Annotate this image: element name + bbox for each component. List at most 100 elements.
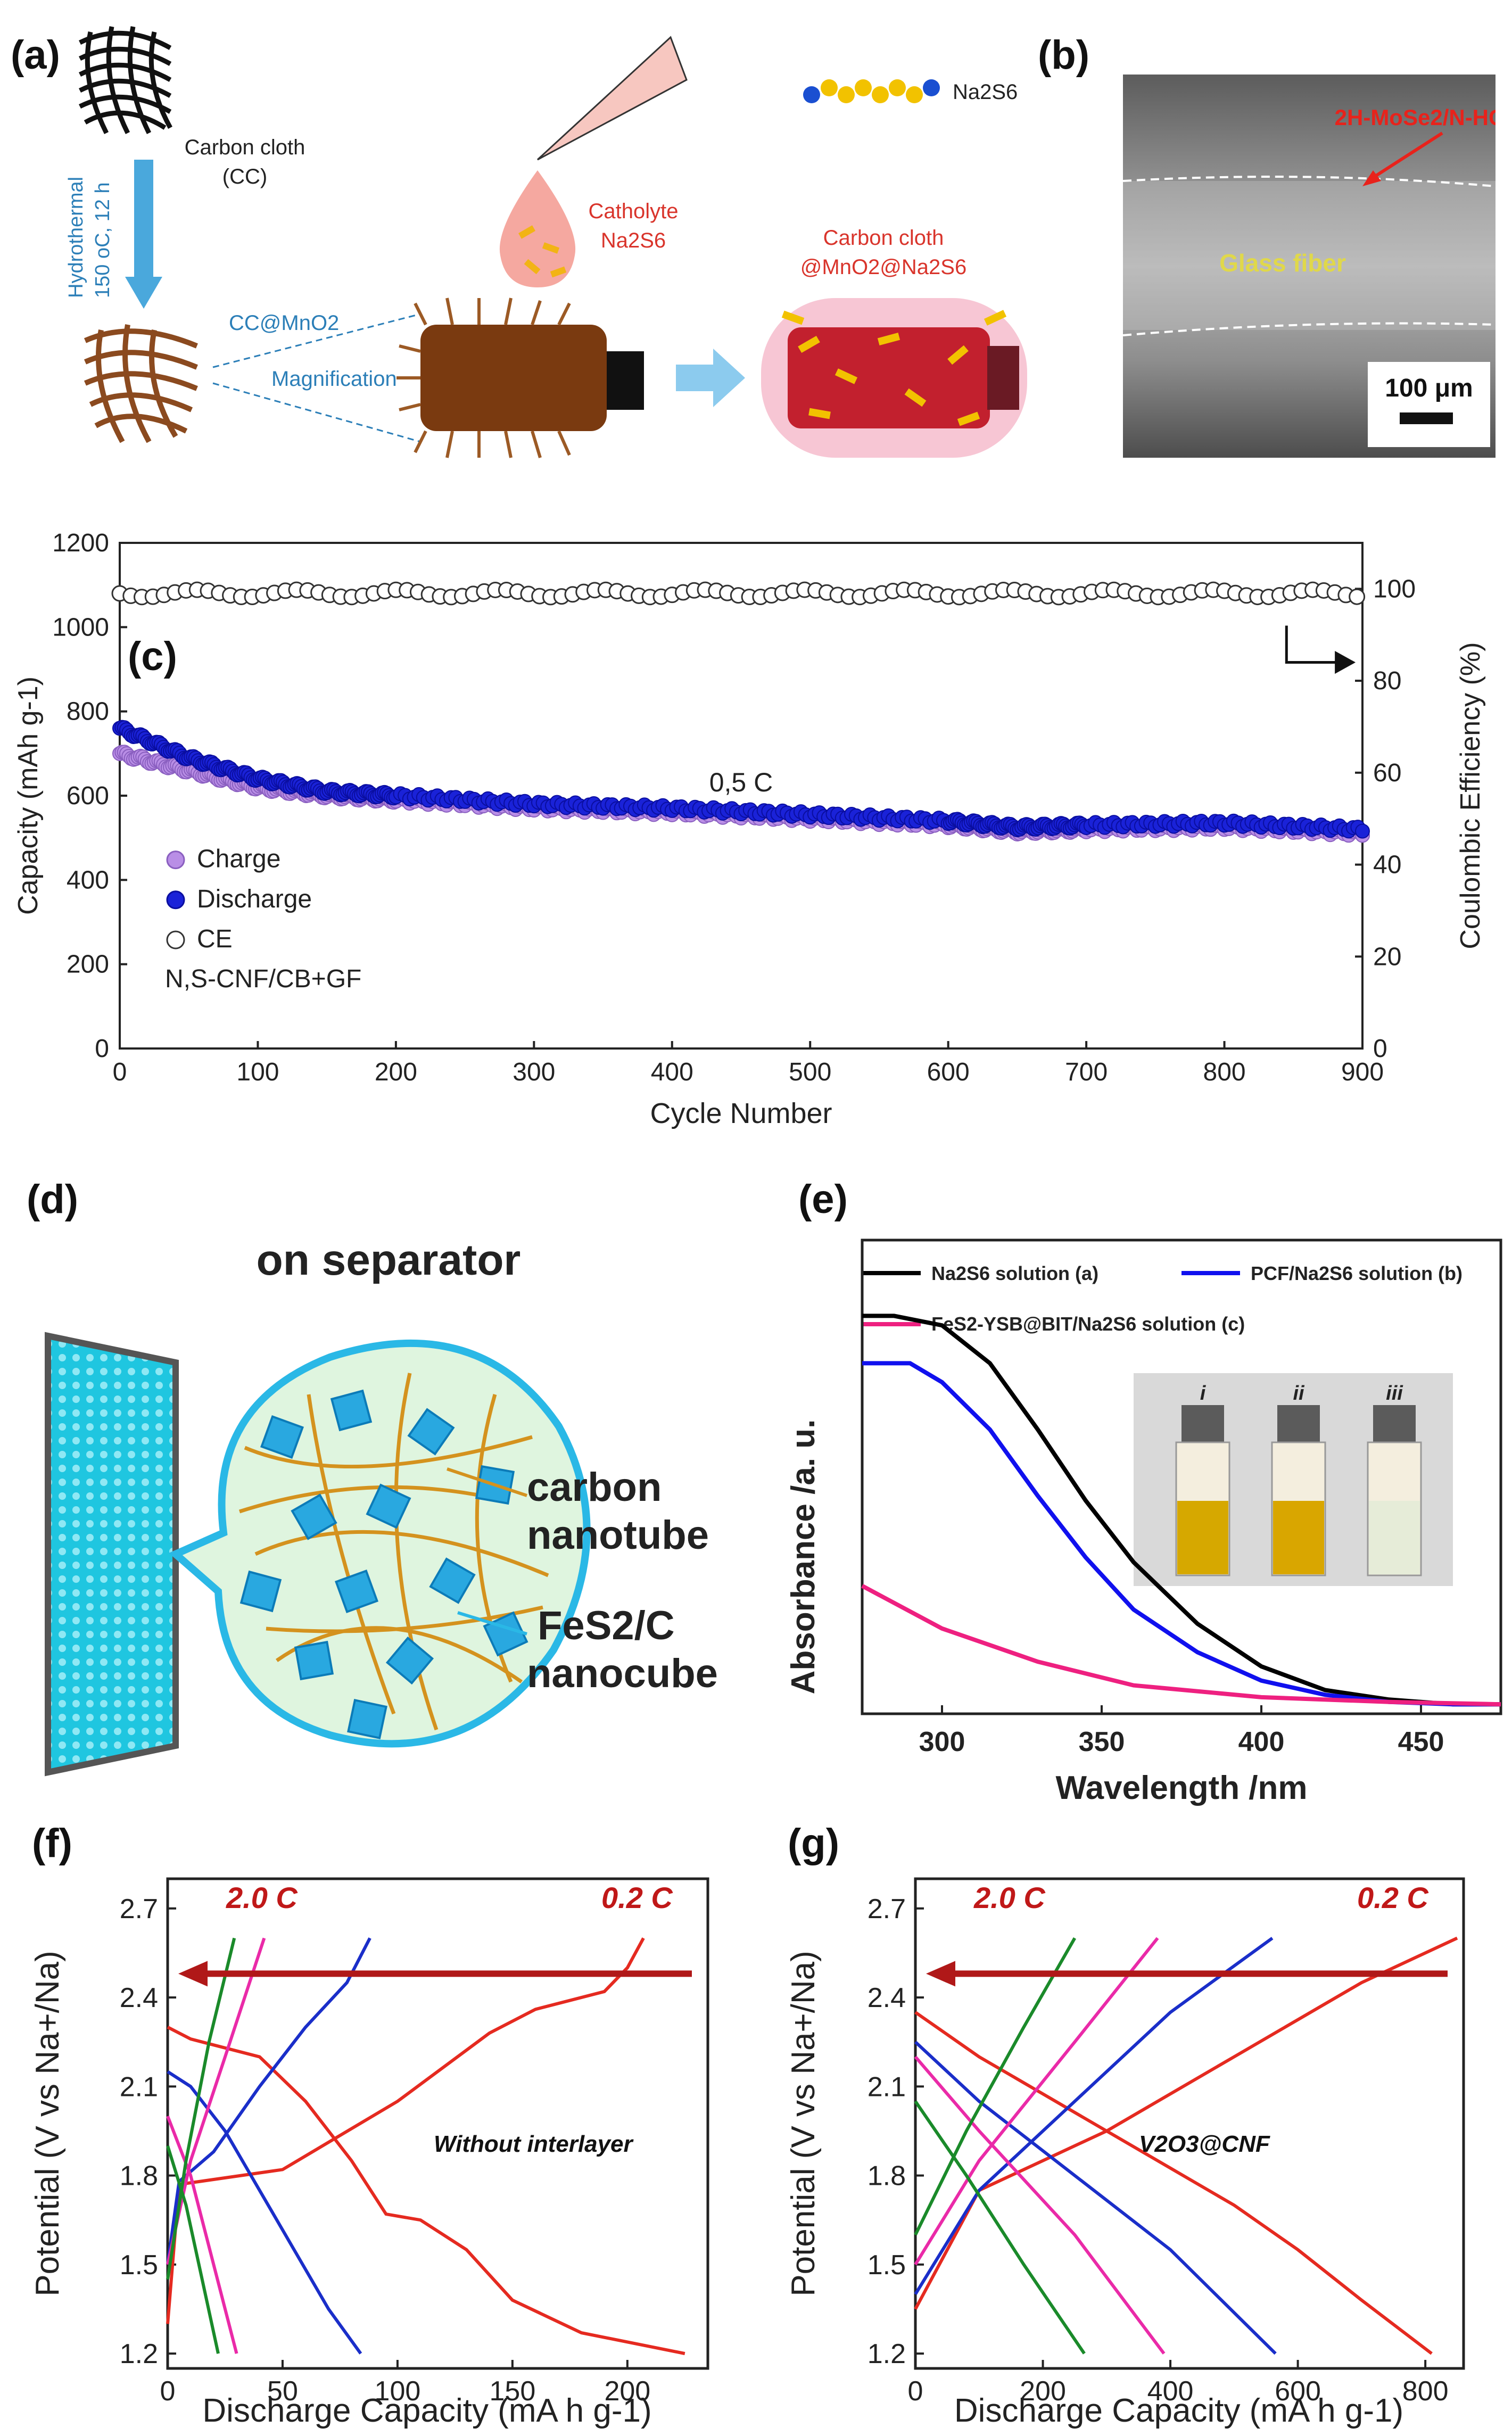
cc-abbrev-label: (CC) [222, 165, 267, 188]
product-capsule-icon [761, 298, 1027, 458]
panel-e-label: (e) [798, 1177, 848, 1222]
panel-f: (f) 0 50 100 150 200 1.2 1.5 1.8 2.1 2.4 2.7 Discha… [0, 1810, 756, 2436]
cc-mno2-icon [84, 324, 198, 443]
series-line-e-3 [861, 1584, 1501, 1707]
y2-tick-label-c: 40 [1373, 851, 1401, 879]
rate-annotation-c: 0,5 C [709, 767, 773, 797]
glass-fiber-label: Glass fiber [1219, 249, 1346, 277]
x-tick-label-f: 50 [267, 2376, 298, 2407]
panel-d-label: (d) [27, 1177, 79, 1222]
panel-a-schematic: Carbon cloth (CC) Hydrothermal 150 oC, 1… [65, 26, 1027, 458]
series-line-g-5 [914, 2055, 1166, 2355]
scale-bar-label: 100 μm [1385, 374, 1473, 402]
catholyte-species-label: Na2S6 [601, 229, 666, 252]
rate-high-label-g: 2.0 C [973, 1881, 1046, 1914]
sem-material-label: 2H-MoSe2/N-HCS/GO [1335, 105, 1496, 130]
legend-e-2: PCF/Na2S6 solution (b) [1251, 1262, 1463, 1284]
catholyte-droplet-icon [499, 170, 576, 287]
y-tick-label-c: 200 [67, 951, 109, 979]
legend-ce-marker [166, 930, 185, 949]
panel-b-label: (b) [1038, 32, 1090, 78]
panel-d: (d) on separator [0, 1171, 756, 1810]
panel-f-label: (f) [32, 1821, 72, 1866]
x-tick-label-f: 150 [489, 2376, 535, 2407]
mno2-fiber-icon [396, 298, 644, 458]
legend-e-1: Na2S6 solution (a) [931, 1262, 1098, 1284]
fes2-label-line1: FeS2/C [538, 1603, 675, 1648]
magnification-label: Magnification [271, 367, 397, 391]
y-tick-label-c: 1200 [52, 529, 109, 557]
chart-e: Na2S6 solution (a) PCF/Na2S6 solution (b… [785, 1238, 1502, 1806]
x-tick-label-c: 200 [375, 1058, 417, 1086]
series-line-f-1 [167, 2026, 685, 2356]
annotation-g: V2O3@CNF [1139, 2131, 1270, 2157]
cnt-label-line1: carbon [527, 1465, 662, 1510]
series-line-g-8 [914, 1937, 1077, 2236]
product-label-line1: Carbon cloth [823, 226, 944, 250]
fes2-label-line2: nanocube [527, 1651, 718, 1696]
panel-c-label: (c) [128, 634, 177, 679]
rate-arrow-head-g [926, 1961, 955, 1987]
catholyte-label: Catholyte [589, 200, 679, 223]
y-tick-label-f: 1.8 [120, 2161, 158, 2192]
x-tick-label-g: 800 [1402, 2376, 1449, 2407]
carbon-cloth-icon [78, 26, 172, 135]
discharge-point [1355, 823, 1370, 839]
y-tick-label-c: 400 [67, 866, 109, 894]
x-tick-label-e: 450 [1398, 1727, 1444, 1757]
series-line-g-7 [914, 2100, 1086, 2355]
rate-low-label-g: 0.2 C [1357, 1881, 1429, 1914]
series-line-e-1 [862, 1314, 1501, 1707]
x-tick-label-f: 100 [375, 2376, 421, 2407]
y-tick-label-f: 2.4 [120, 1983, 158, 2013]
y-axis-label-g: Potential (V vs Na+/Na) [785, 1951, 822, 2297]
fes2-nanocubes [239, 1389, 528, 1739]
legend-charge-label: Charge [197, 845, 280, 873]
y2-tick-label-c: 0 [1373, 1035, 1387, 1063]
x-tick-label-g: 600 [1275, 2376, 1321, 2407]
x-tick-label-e: 300 [919, 1727, 965, 1757]
legend-ce-label: CE [197, 925, 233, 953]
magnify-line-top [212, 313, 421, 368]
x-tick-label-c: 0 [113, 1058, 127, 1086]
x-tick-label-c: 500 [789, 1058, 831, 1086]
series-line-f-7 [166, 2145, 220, 2354]
na2s6-label: Na2S6 [953, 80, 1018, 104]
x-tick-label-c: 600 [927, 1058, 970, 1086]
y2-tick-label-c: 60 [1373, 759, 1401, 787]
separator-schematic: on separator carbon nanotube FeS2/C [45, 1236, 718, 1777]
panel-g: (g) 0 200 400 600 800 1.2 1.5 1.8 2.1 2.4 2.7 Disch… [756, 1810, 1512, 2436]
x-axis-label-g: Discharge Capacity (mA h g-1) [954, 2392, 1403, 2429]
x-tick-label-c: 800 [1203, 1058, 1246, 1086]
y-tick-label-c: 0 [95, 1035, 109, 1063]
x-tick-label-e: 400 [1238, 1727, 1285, 1757]
x-tick-label-c: 100 [236, 1058, 279, 1086]
panel-c: (c) 0 100 200 300 400 500 600 700 800 900 0 200 400 6… [0, 490, 1512, 1171]
pipette-icon [536, 36, 688, 161]
y2-tick-label-c: 80 [1373, 667, 1401, 695]
product-label-line2: @MnO2@Na2S6 [800, 255, 966, 279]
hydrothermal-arrow-shaft [134, 160, 153, 277]
x-tick-label-g: 400 [1147, 2376, 1194, 2407]
sem-image: 2H-MoSe2/N-HCS/GO Glass fiber 100 μm [1123, 75, 1496, 458]
x-axis-label-c: Cycle Number [650, 1097, 832, 1129]
plot-frame-f [166, 1877, 709, 2370]
scale-bar [1400, 412, 1453, 424]
plot-frame-e [861, 1238, 1502, 1715]
series-line-g-1 [914, 2011, 1433, 2355]
y-tick-label-f: 1.2 [120, 2339, 158, 2369]
annotation-f: Without interlayer [434, 2131, 634, 2157]
y-axis-label-c: Capacity (mAh g-1) [13, 676, 44, 915]
x-tick-label-c: 900 [1341, 1058, 1384, 1086]
vials-photo: i ii iii [1134, 1373, 1453, 1586]
ce-axis-arrow-head [1335, 650, 1356, 674]
vial-label-3: iii [1386, 1382, 1403, 1405]
na2s6-molecule-icon [803, 79, 940, 103]
y2-axis-label-c: Coulombic Efficiency (%) [1455, 642, 1486, 949]
x-tick-label-c: 300 [513, 1058, 555, 1086]
na2s6-particles-icon [518, 225, 567, 278]
y-tick-label-g: 2.7 [867, 1894, 906, 1925]
series-line-g-2 [914, 1936, 1458, 2310]
magnify-line-bottom [212, 382, 421, 443]
y-axis-label-e: Absorbance /a. u. [785, 1419, 822, 1695]
